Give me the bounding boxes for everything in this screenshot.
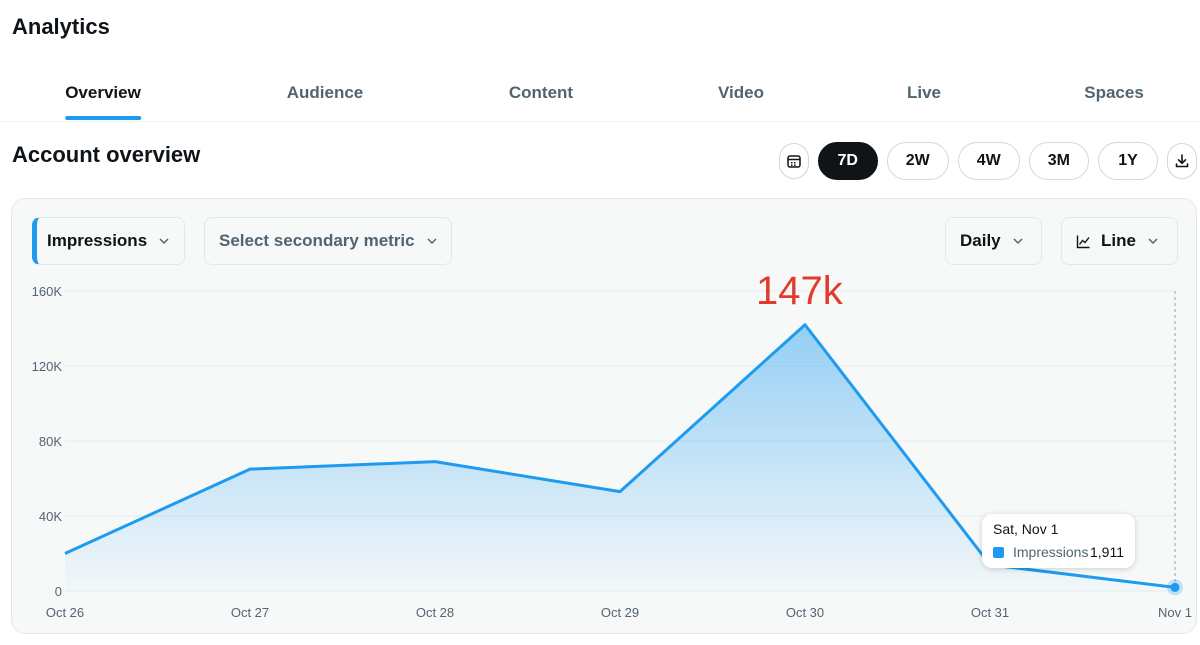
chart-card: Impressions Select secondary metric Dail…: [11, 198, 1197, 634]
chevron-down-icon: [159, 238, 169, 245]
active-tab-indicator: [65, 116, 141, 120]
chart-style-select[interactable]: Line: [1061, 217, 1178, 265]
y-tick-label: 120K: [32, 359, 63, 374]
secondary-metric-label: Select secondary metric: [219, 231, 415, 250]
range-3m-button[interactable]: 3M: [1028, 142, 1089, 180]
series-swatch: [993, 546, 1004, 558]
tab-label: Overview: [65, 83, 141, 102]
y-tick-label: 80K: [39, 434, 62, 449]
range-4w-button[interactable]: 4W: [957, 142, 1020, 180]
x-tick-label: Oct 31: [971, 605, 1009, 620]
range-1y-button[interactable]: 1Y: [1098, 142, 1158, 180]
y-tick-label: 160K: [32, 284, 63, 299]
x-tick-label: Oct 26: [46, 605, 84, 620]
primary-metric-select[interactable]: Impressions: [32, 217, 185, 265]
chevron-down-icon: [1013, 238, 1023, 245]
page-title: Analytics: [12, 14, 110, 39]
range-7d-button[interactable]: 7D: [817, 142, 878, 180]
tab-label: Audience: [286, 83, 364, 102]
x-tick-label: Oct 27: [231, 605, 269, 620]
tab-label: Video: [718, 83, 764, 102]
calendar-button[interactable]: [778, 143, 809, 179]
download-button[interactable]: [1167, 143, 1197, 179]
tooltip-value: 1,911: [1090, 544, 1124, 560]
range-2w-button[interactable]: 2W: [886, 142, 949, 180]
y-tick-label: 0: [55, 584, 62, 599]
y-tick-label: 40K: [39, 509, 62, 524]
tooltip-metric: Impressions: [1013, 544, 1089, 560]
section-title: Account overview: [12, 142, 201, 167]
peak-annotation: 147k: [756, 269, 843, 313]
x-tick-label: Oct 29: [601, 605, 639, 620]
tooltip-date: Sat, Nov 1: [993, 521, 1059, 537]
tab-content[interactable]: Content: [509, 64, 573, 122]
highlight-point: [1170, 582, 1180, 592]
line-chart-icon: [1076, 235, 1090, 248]
impressions-area: [65, 324, 1175, 591]
tab-label: Spaces: [1084, 83, 1144, 102]
primary-metric-label: Impressions: [47, 231, 148, 250]
download-icon: [1175, 154, 1189, 168]
tab-video[interactable]: Video: [718, 64, 764, 122]
chart-tooltip: Sat, Nov 1 Impressions 1,911: [982, 514, 1135, 568]
interval-select[interactable]: Daily: [945, 217, 1042, 265]
tab-spaces[interactable]: Spaces: [1084, 64, 1144, 122]
x-tick-label: Nov 1: [1158, 605, 1192, 620]
tab-overview[interactable]: Overview: [65, 64, 141, 122]
analytics-tabs: Overview Audience Content Video Live Spa…: [0, 64, 1200, 122]
tab-label: Content: [508, 83, 574, 102]
impressions-chart: 0 40K 80K 120K 160K Oct 26 Oct 27 Oct 28 Oct 29…: [32, 284, 1192, 620]
tab-audience[interactable]: Audience: [287, 64, 364, 122]
calendar-icon: [787, 155, 801, 168]
x-tick-label: Oct 30: [786, 605, 824, 620]
interval-label: Daily: [960, 231, 1001, 250]
chevron-down-icon: [427, 238, 437, 245]
tab-live[interactable]: Live: [907, 64, 941, 122]
date-range-bar: 7D 2W 4W 3M 1Y: [778, 142, 1197, 180]
chart-style-label: Line: [1101, 231, 1136, 250]
secondary-metric-select[interactable]: Select secondary metric: [204, 217, 452, 265]
chevron-down-icon: [1148, 238, 1158, 245]
tooltip-row: Impressions 1,911: [993, 544, 1124, 560]
x-tick-label: Oct 28: [416, 605, 454, 620]
tab-label: Live: [906, 83, 942, 102]
